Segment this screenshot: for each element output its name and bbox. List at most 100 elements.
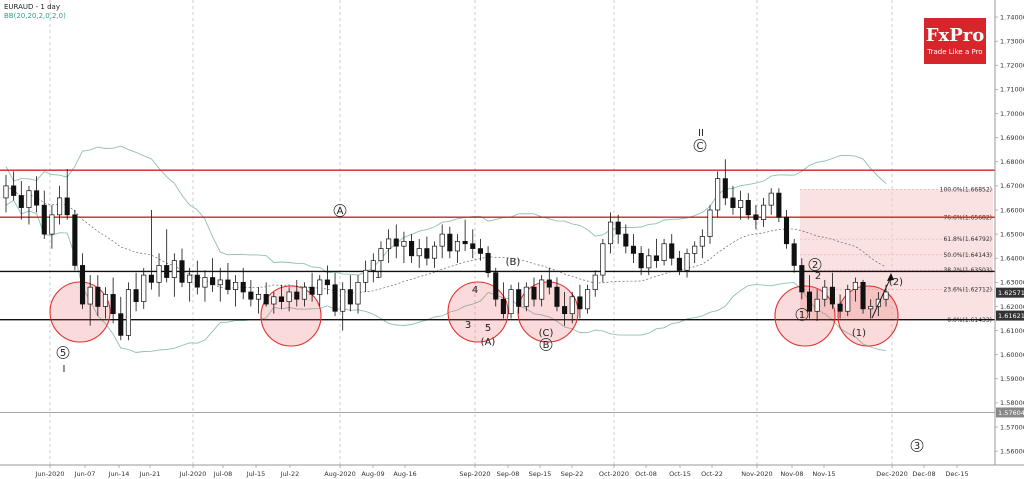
candle-body (692, 245, 698, 254)
candle-body (852, 281, 858, 290)
candle-body (822, 286, 828, 300)
candle-body (294, 291, 300, 300)
y-tick-label: 1.72000 (1000, 62, 1024, 70)
y-tick-label: 1.74000 (1000, 13, 1024, 21)
y-tick-label: 1.71000 (1000, 86, 1024, 94)
candle-body (684, 253, 690, 271)
indicator-label: BB(20,20,2,0,2,0) (4, 12, 66, 20)
projection-line (871, 276, 892, 319)
x-tick-label: Jun-21 (139, 470, 161, 478)
candle-body (148, 274, 154, 283)
x-tick-label: Sep-15 (529, 470, 552, 478)
wave-label: (A) (481, 337, 496, 348)
candle-body (738, 199, 744, 208)
price-badge-label: 1.61621 (998, 312, 1024, 320)
candle-body (263, 294, 269, 305)
y-tick-label: 1.66000 (1000, 206, 1024, 214)
candle-body (79, 265, 86, 305)
candle-body (133, 289, 139, 302)
y-tick-label: 1.57000 (1000, 423, 1024, 431)
candle-body (57, 197, 63, 216)
wave-labels: 5 I 3 4 5 (A) (B) (C)B 2 A 1 II C 1 2 (1) (2) 3 (56, 128, 924, 452)
candle-body (49, 214, 55, 235)
candle-body (623, 233, 629, 247)
candle-body (41, 204, 47, 235)
candle-body (64, 197, 70, 216)
candle-body (630, 245, 637, 254)
fib-level-label: 23.6%(1.62712) (943, 286, 992, 293)
x-tick-label: Jul-08 (213, 470, 232, 478)
candle-body (500, 298, 506, 315)
price-axis: 1.74000 1.73000 1.72000 1.71000 1.70000 1.690… (995, 13, 1024, 455)
candle-body (409, 240, 415, 257)
candle-body (531, 286, 537, 300)
candle-body (171, 260, 177, 278)
candle-body (761, 204, 767, 220)
candle-body (569, 296, 575, 315)
candle-body (248, 291, 254, 300)
candle-body (768, 192, 774, 206)
candle-body (470, 243, 476, 249)
candle-body (194, 274, 200, 288)
fib-level-label: 100.0%(1.66852) (940, 186, 992, 193)
candle-body (34, 190, 40, 206)
candle-body (745, 199, 751, 216)
y-tick-label: 1.73000 (1000, 37, 1024, 45)
fib-level-label: 76.6%(1.65682) (943, 215, 992, 222)
fib-level-label: 0.0%(1.61433) (947, 317, 992, 324)
candle-body (791, 243, 797, 266)
x-tick-label: Aug-2020 (324, 470, 356, 478)
candle-body (860, 281, 866, 310)
candle-body (615, 221, 621, 235)
wave-label-ring (539, 338, 553, 351)
candle-body (562, 306, 568, 315)
x-tick-label: Oct-22 (701, 470, 723, 478)
x-tick-label: Oct-08 (635, 470, 657, 478)
candle-body (401, 240, 407, 247)
candle-body (516, 289, 522, 307)
y-tick-label: 1.61000 (1000, 327, 1024, 335)
candle-body (875, 298, 881, 307)
candle-body (431, 245, 438, 259)
candle-body (363, 269, 369, 283)
candle-body (447, 233, 453, 252)
x-tick-label: Nov-2020 (741, 470, 772, 478)
candle-body (210, 277, 216, 286)
candle-body (309, 286, 315, 295)
candle-body (110, 294, 116, 315)
y-tick-label: 1.65000 (1000, 230, 1024, 238)
candle-body (653, 255, 659, 261)
y-tick-label: 1.56000 (1000, 447, 1024, 455)
x-tick-label: Jul-15 (246, 470, 265, 478)
wave-label: 3 (914, 441, 920, 452)
candle-body (301, 286, 307, 300)
x-tick-label: Sep-22 (561, 470, 584, 478)
candle-body (378, 248, 384, 261)
candle-body (386, 238, 392, 249)
wave-label-ring (56, 346, 70, 359)
candle-body (592, 274, 598, 290)
candle-body (730, 197, 736, 208)
y-tick-label: 1.69000 (1000, 134, 1024, 142)
x-tick-label: Dec-15 (945, 470, 968, 478)
candle-body (26, 190, 32, 208)
wave-label-ring (693, 139, 707, 152)
candle-body (255, 294, 262, 300)
candle-body (233, 281, 239, 290)
candle-body (707, 209, 713, 237)
y-tick-label: 1.62000 (1000, 303, 1024, 311)
candle-body (845, 289, 851, 312)
candle-body (95, 286, 101, 307)
candle-body (164, 265, 170, 278)
candle-body (271, 296, 277, 305)
wave-label: 5 (485, 323, 491, 334)
horizontal-levels (0, 169, 995, 413)
logo-background (924, 18, 986, 64)
wave-label-ring (808, 258, 822, 271)
fxpro-logo: FxPro Trade Like a Pro (924, 18, 986, 64)
bb-upper (5, 145, 887, 276)
y-tick-label: 1.60000 (1000, 351, 1024, 359)
candle-body (424, 248, 430, 259)
wave-label: 4 (472, 285, 478, 296)
